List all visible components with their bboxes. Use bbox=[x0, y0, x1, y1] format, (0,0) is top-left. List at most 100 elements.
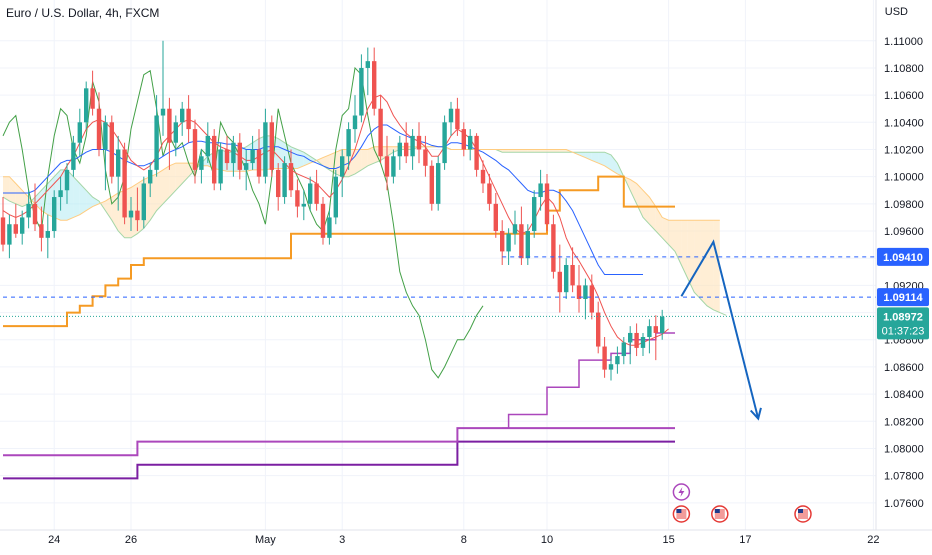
candle-body bbox=[640, 337, 646, 348]
y-tick-label: 1.09800 bbox=[884, 199, 924, 211]
candle bbox=[0, 197, 6, 252]
candle-body bbox=[455, 108, 460, 130]
candle bbox=[109, 115, 114, 184]
candle bbox=[186, 95, 191, 143]
candle-body bbox=[58, 190, 63, 198]
candle bbox=[551, 214, 556, 279]
daily-kijun-line bbox=[3, 175, 675, 328]
candle bbox=[58, 176, 63, 211]
cloud-segment bbox=[559, 149, 567, 153]
symbol-title[interactable]: Euro / U.S. Dollar, 4h, FXCM bbox=[6, 6, 160, 20]
cloud-segment bbox=[591, 152, 599, 164]
candle-body bbox=[237, 142, 242, 170]
candle-body bbox=[544, 183, 550, 225]
candle-body bbox=[141, 183, 146, 221]
candle-body bbox=[256, 149, 262, 177]
candle-body bbox=[45, 231, 50, 238]
candle-body bbox=[333, 176, 338, 218]
candle-body bbox=[487, 183, 492, 204]
cloud-segment bbox=[534, 149, 541, 153]
chikou-span bbox=[2, 66, 484, 379]
candle-body bbox=[26, 203, 31, 218]
level-price-text: 1.09410 bbox=[883, 252, 923, 264]
candle bbox=[224, 135, 230, 170]
cloud-segment bbox=[73, 176, 80, 218]
candles bbox=[0, 40, 665, 381]
candle-body bbox=[404, 142, 409, 157]
candle bbox=[320, 197, 326, 245]
candle-body bbox=[429, 165, 434, 204]
candle-body bbox=[148, 169, 153, 184]
x-tick-label: 24 bbox=[48, 534, 60, 546]
cloud-segment bbox=[361, 149, 368, 170]
candle-body bbox=[282, 163, 287, 198]
candle bbox=[154, 95, 159, 177]
y-tick-label: 1.08600 bbox=[884, 362, 924, 374]
price-axis[interactable]: 1.11000 1.10800 1.10600 1.10400 1.10200 1.100… bbox=[884, 36, 924, 510]
economic-events bbox=[672, 483, 812, 523]
candle bbox=[7, 214, 12, 259]
candle-body bbox=[436, 163, 441, 204]
us-flag-icon bbox=[794, 505, 812, 523]
time-axis[interactable]: 24 26 May 3 8 10 15 17 22 bbox=[48, 534, 879, 546]
candle-body bbox=[314, 183, 319, 204]
cloud-segment bbox=[502, 149, 509, 153]
candle bbox=[167, 97, 172, 170]
cloud-segment bbox=[521, 149, 528, 153]
candle-body bbox=[109, 122, 114, 177]
candle bbox=[84, 81, 89, 130]
candle bbox=[621, 337, 626, 365]
candle bbox=[391, 149, 396, 184]
candle bbox=[384, 135, 390, 191]
cloud-segment bbox=[156, 169, 163, 211]
candle bbox=[263, 108, 268, 184]
cloud-segment bbox=[355, 149, 362, 174]
candle bbox=[71, 135, 76, 177]
cloud-segment bbox=[649, 197, 656, 232]
currency-unit[interactable]: USD bbox=[884, 6, 908, 18]
candle bbox=[180, 101, 185, 136]
cloud-segment bbox=[611, 154, 618, 174]
y-tick-label: 1.07600 bbox=[884, 498, 924, 510]
candle-body bbox=[576, 285, 582, 299]
us-flag-icon bbox=[672, 505, 691, 523]
candle bbox=[634, 323, 639, 357]
candle-body bbox=[615, 356, 620, 365]
candle-body bbox=[589, 285, 594, 313]
candle bbox=[122, 142, 127, 225]
candle-body bbox=[583, 285, 588, 299]
x-tick-label: 8 bbox=[461, 534, 467, 546]
cloud-segment bbox=[527, 149, 535, 153]
y-tick-label: 1.10600 bbox=[884, 90, 924, 102]
candle-body bbox=[186, 108, 191, 130]
cloud-segment bbox=[540, 149, 547, 153]
candle-body bbox=[167, 108, 172, 143]
candle bbox=[423, 135, 428, 177]
candle-body bbox=[634, 332, 639, 348]
cloud-segment bbox=[367, 146, 375, 166]
candle bbox=[199, 149, 204, 184]
flag-canton bbox=[714, 509, 720, 513]
candle-body bbox=[224, 149, 230, 164]
cloud-segment bbox=[700, 220, 707, 306]
cloud-segment bbox=[598, 152, 605, 166]
candle-body bbox=[13, 224, 18, 234]
candle bbox=[256, 129, 262, 184]
candle bbox=[608, 356, 614, 381]
candle-body bbox=[365, 61, 370, 68]
candle-body bbox=[570, 265, 575, 286]
candle-body bbox=[7, 224, 12, 245]
horizontal-levels bbox=[0, 256, 876, 317]
x-tick-label: 3 bbox=[339, 534, 345, 546]
candle-body bbox=[77, 122, 82, 143]
candle bbox=[352, 95, 358, 143]
candle-body bbox=[378, 108, 383, 157]
candle-body bbox=[608, 364, 614, 370]
candle bbox=[570, 247, 575, 293]
candle bbox=[333, 169, 338, 225]
candle-body bbox=[32, 203, 38, 225]
candle-body bbox=[103, 122, 108, 150]
cloud-segment bbox=[553, 149, 560, 153]
